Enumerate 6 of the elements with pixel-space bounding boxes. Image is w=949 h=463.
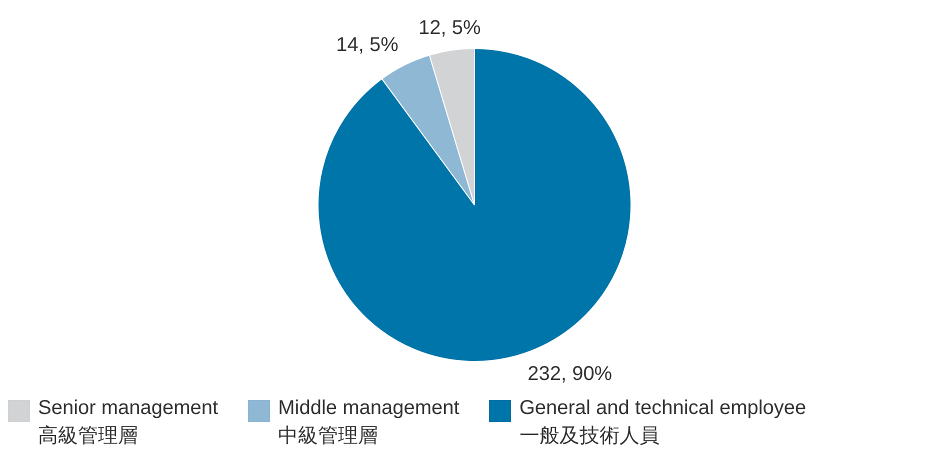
data-label: 12, 5% [418,16,482,39]
data-label: 232, 90% [528,363,612,386]
legend-label: General and technical employee 一般及技術人員 [519,396,806,449]
legend-label: Middle management 中級管理層 [278,396,460,449]
data-label: 14, 5% [336,34,399,56]
legend-label: Senior management 高級管理層 [38,396,218,449]
